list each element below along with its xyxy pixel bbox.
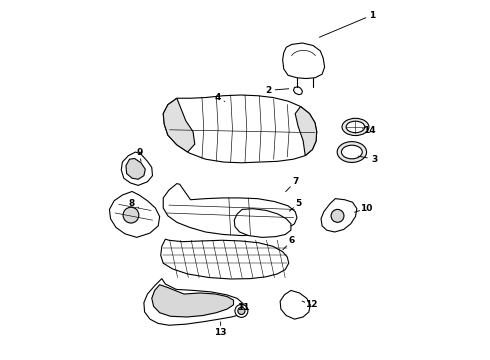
Polygon shape [152, 285, 234, 317]
Text: 2: 2 [265, 86, 271, 95]
Text: 13: 13 [214, 328, 227, 337]
Polygon shape [283, 43, 324, 78]
Text: 9: 9 [136, 148, 143, 157]
Polygon shape [122, 152, 152, 185]
Text: 6: 6 [289, 237, 295, 246]
Text: 11: 11 [237, 303, 249, 312]
Text: 4: 4 [215, 93, 221, 102]
Ellipse shape [346, 121, 365, 133]
Polygon shape [295, 107, 317, 156]
Polygon shape [161, 239, 289, 279]
Text: 8: 8 [129, 199, 135, 208]
Ellipse shape [342, 118, 369, 135]
Polygon shape [294, 87, 302, 95]
Polygon shape [144, 279, 245, 325]
Text: 14: 14 [364, 126, 376, 135]
Text: 5: 5 [295, 199, 302, 208]
Polygon shape [126, 158, 146, 179]
Text: 12: 12 [305, 300, 318, 309]
Text: 1: 1 [369, 10, 375, 19]
Circle shape [235, 305, 248, 318]
Polygon shape [109, 192, 160, 237]
Ellipse shape [342, 145, 362, 159]
Circle shape [123, 207, 139, 223]
Circle shape [331, 210, 344, 222]
Ellipse shape [337, 141, 367, 162]
Circle shape [238, 307, 245, 315]
Polygon shape [280, 291, 310, 319]
Text: 10: 10 [360, 204, 372, 213]
Polygon shape [234, 209, 291, 237]
Polygon shape [163, 95, 317, 163]
Polygon shape [163, 184, 297, 235]
Polygon shape [163, 98, 195, 152]
Text: 3: 3 [371, 155, 377, 164]
Text: 7: 7 [292, 177, 298, 186]
Polygon shape [321, 199, 357, 232]
